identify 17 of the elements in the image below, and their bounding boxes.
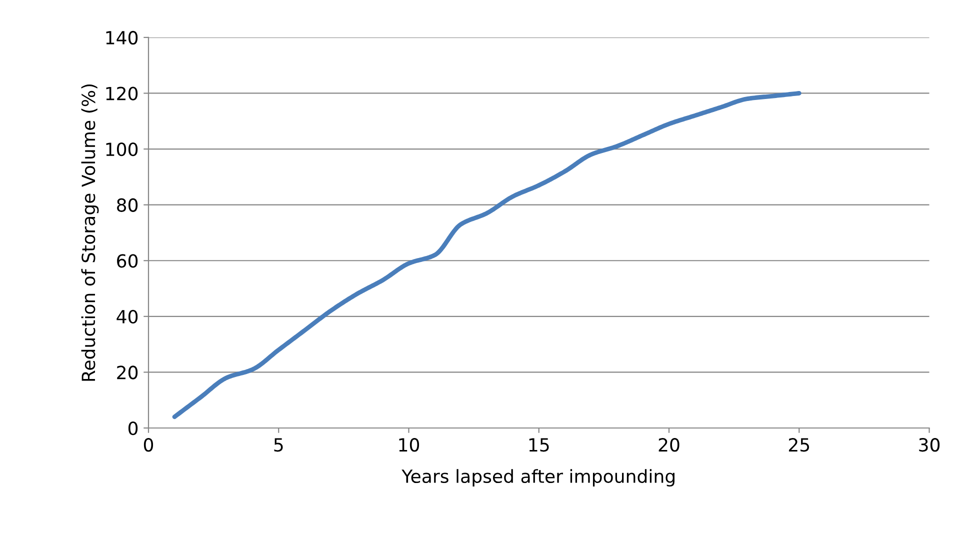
y-tick-label: 120 [106, 86, 138, 100]
y-tick-label: 0 [128, 421, 138, 436]
x-tick-label: 30 [919, 438, 940, 452]
x-tick-label: 25 [788, 438, 810, 452]
x-tick-label: 15 [529, 438, 549, 452]
x-tick-label: 10 [399, 438, 420, 452]
y-tick-label: 100 [106, 142, 138, 156]
x-tick-label: 0 [144, 438, 154, 452]
y-tick-label: 40 [116, 310, 138, 324]
x-axis-title: Years lapsed after impounding [402, 469, 674, 487]
y-tick-label: 60 [117, 254, 138, 268]
y-tick-label: 140 [106, 30, 138, 45]
y-tick-label: 80 [117, 198, 138, 212]
y-tick-label: 20 [117, 366, 138, 380]
y-axis-title: Reduction of Storage Volume (%) [81, 84, 99, 381]
x-tick-label: 5 [274, 438, 283, 452]
x-tick-label: 20 [658, 438, 680, 452]
